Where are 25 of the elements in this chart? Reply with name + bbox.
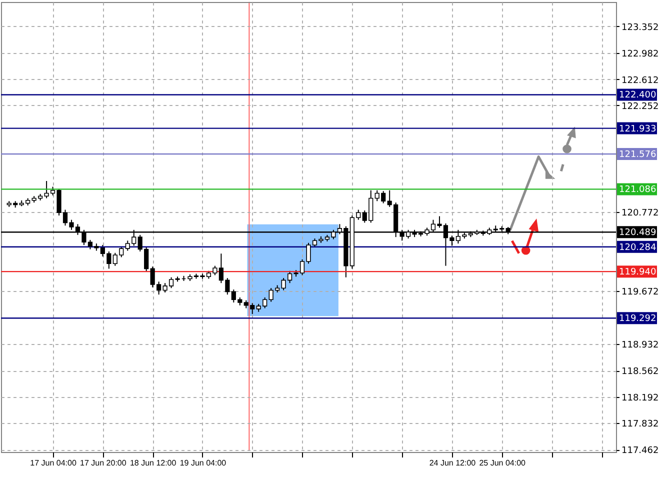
x-tick-label: 24 Jun 12:00 [429,458,476,468]
y-tick-label: 118.932 [622,340,659,351]
x-tick-label: 25 Jun 04:00 [479,458,526,468]
ref-line-label: 120.284 [619,242,656,253]
ref-line-label: 121.086 [619,185,656,196]
y-tick-label: 119.672 [622,287,659,298]
ref-line-label: 121.576 [619,150,656,160]
y-tick-label: 118.192 [622,394,659,404]
y-tick-label: 117.462 [622,446,659,456]
ref-line-label: 120.489 [619,228,656,238]
x-tick-label: 17 Jun 20:00 [80,458,127,468]
y-tick-label: 118.562 [622,367,659,378]
y-tick-label: 122.252 [622,102,659,112]
x-tick-label: 17 Jun 04:00 [30,458,77,468]
y-tick-label: 122.982 [622,49,659,60]
ref-line-label: 119.292 [619,314,656,324]
ref-line-label: 119.940 [619,268,656,278]
y-tick-label: 120.772 [622,208,659,218]
y-tick-label: 117.832 [622,420,659,430]
ref-line-label: 122.400 [619,90,656,101]
x-tick-label: 19 Jun 04:00 [180,458,227,468]
y-tick-label: 123.352 [622,22,659,33]
x-tick-label: 18 Jun 12:00 [130,458,177,468]
ref-line-label: 121.933 [619,124,656,134]
y-tick-label: 122.612 [622,76,659,86]
